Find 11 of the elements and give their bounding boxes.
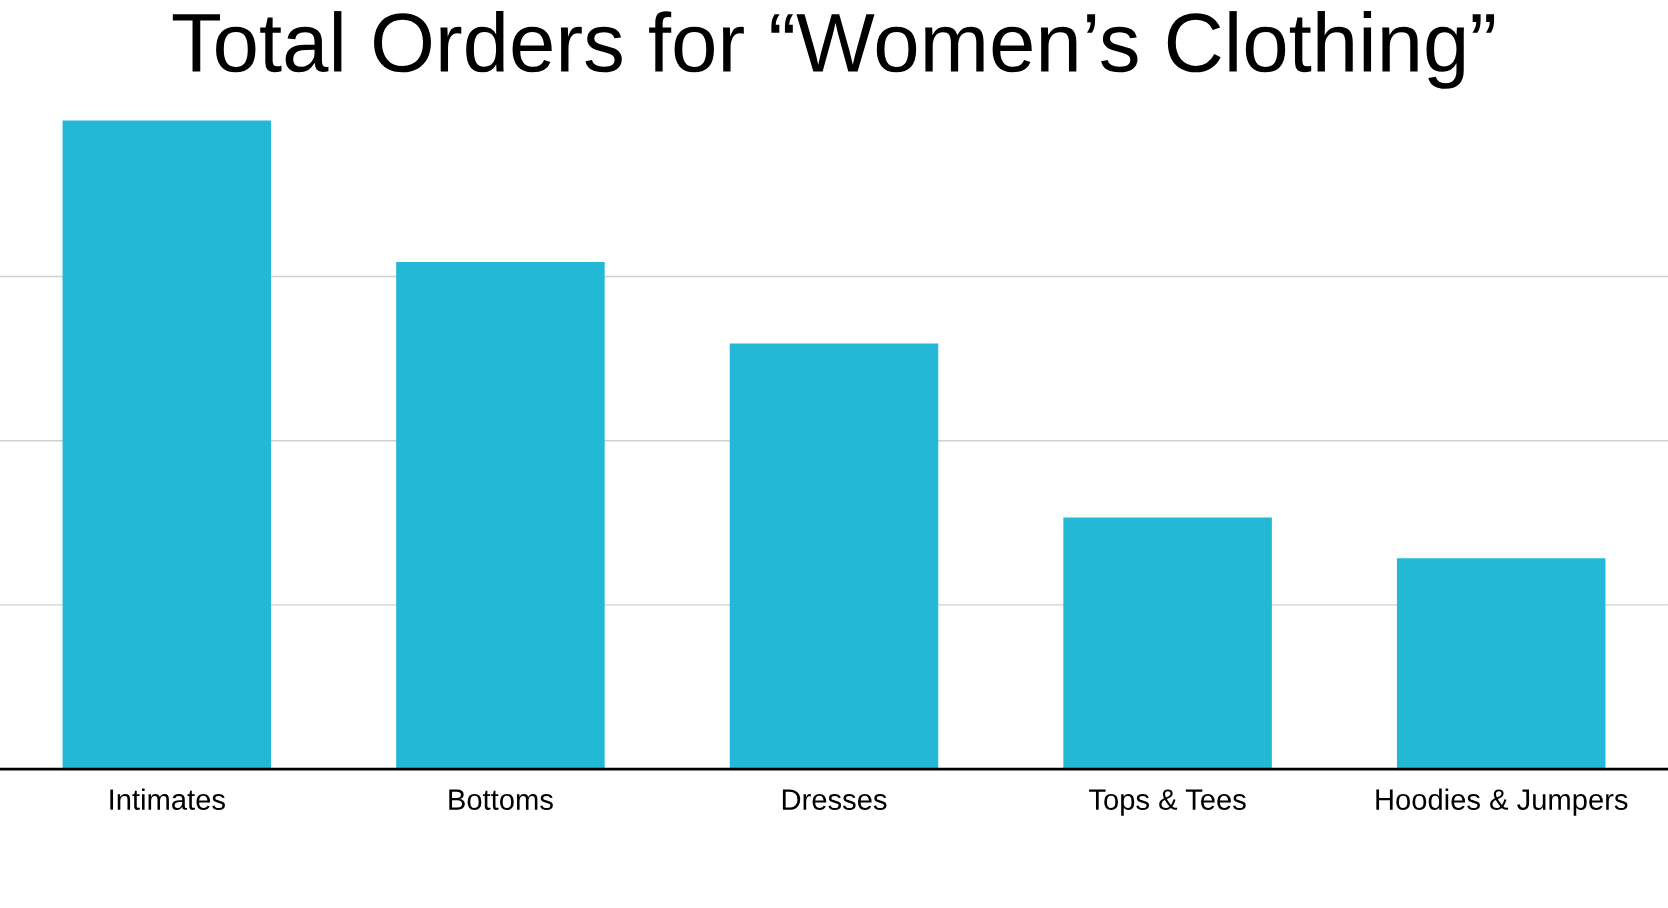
x-tick-label: Intimates bbox=[110, 788, 225, 810]
chart-title: Total Orders for “Women’s Clothing” bbox=[172, 11, 1495, 89]
x-tick-label: Bottoms bbox=[449, 789, 553, 810]
bar bbox=[396, 261, 605, 770]
x-tick-label: Hoodies & Jumpers bbox=[1376, 788, 1628, 816]
x-tick-label: Dresses bbox=[782, 789, 887, 810]
bar bbox=[729, 343, 939, 770]
bar bbox=[1396, 558, 1606, 770]
bar bbox=[62, 120, 272, 770]
bar bbox=[1063, 517, 1272, 770]
x-tick-label: Tops & Tees bbox=[1089, 789, 1246, 816]
